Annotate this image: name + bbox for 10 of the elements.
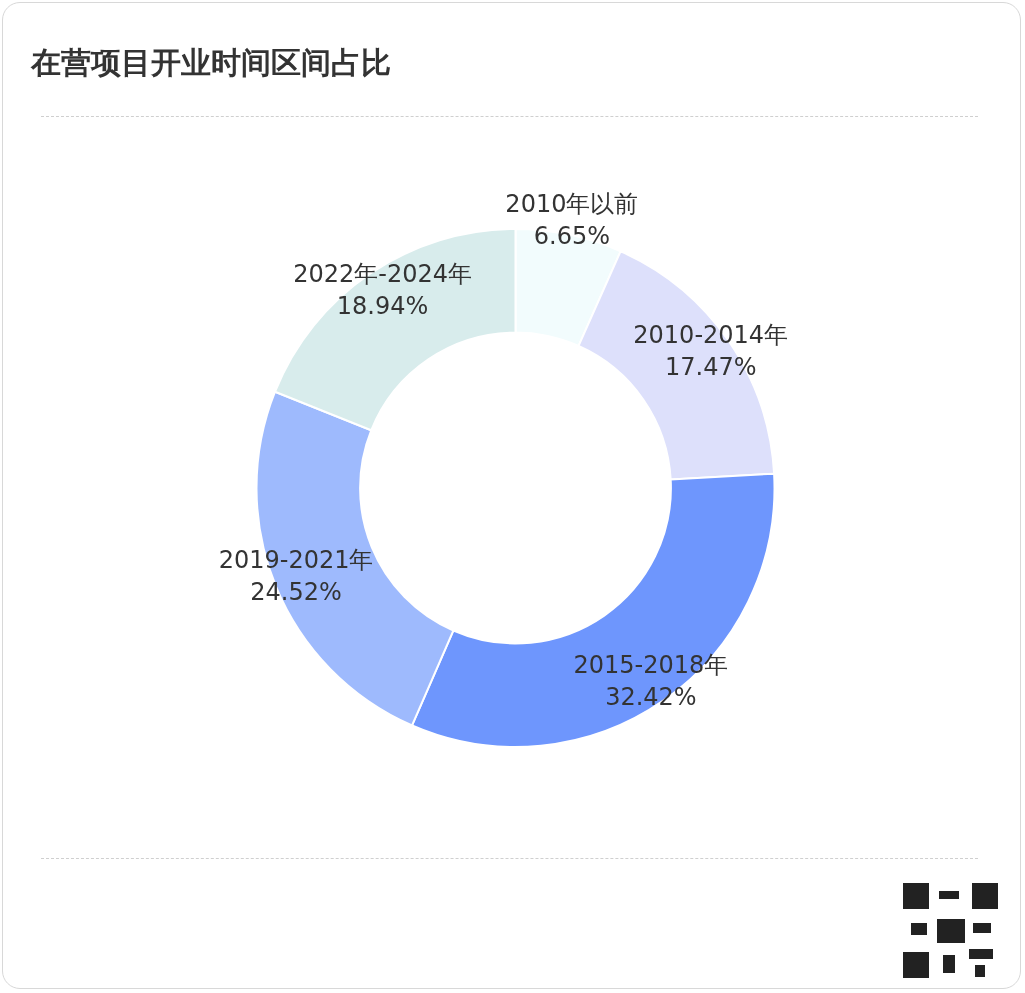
data-label: 17.47% [664, 353, 757, 382]
data-label: 24.52% [250, 578, 342, 607]
slice-label: 2022年-2024年 [293, 259, 472, 288]
slice-label: 2010-2014年 [633, 321, 789, 350]
slice-label: 2019-2021年 [218, 546, 374, 575]
data-label: 18.94% [336, 291, 429, 320]
data-label: 6.65% [533, 222, 611, 251]
chart-title: 在营项目开业时间区间占比 [31, 44, 391, 82]
slice-label: 2010年以前 [505, 190, 639, 219]
slice-label: 2015-2018年 [573, 650, 729, 679]
